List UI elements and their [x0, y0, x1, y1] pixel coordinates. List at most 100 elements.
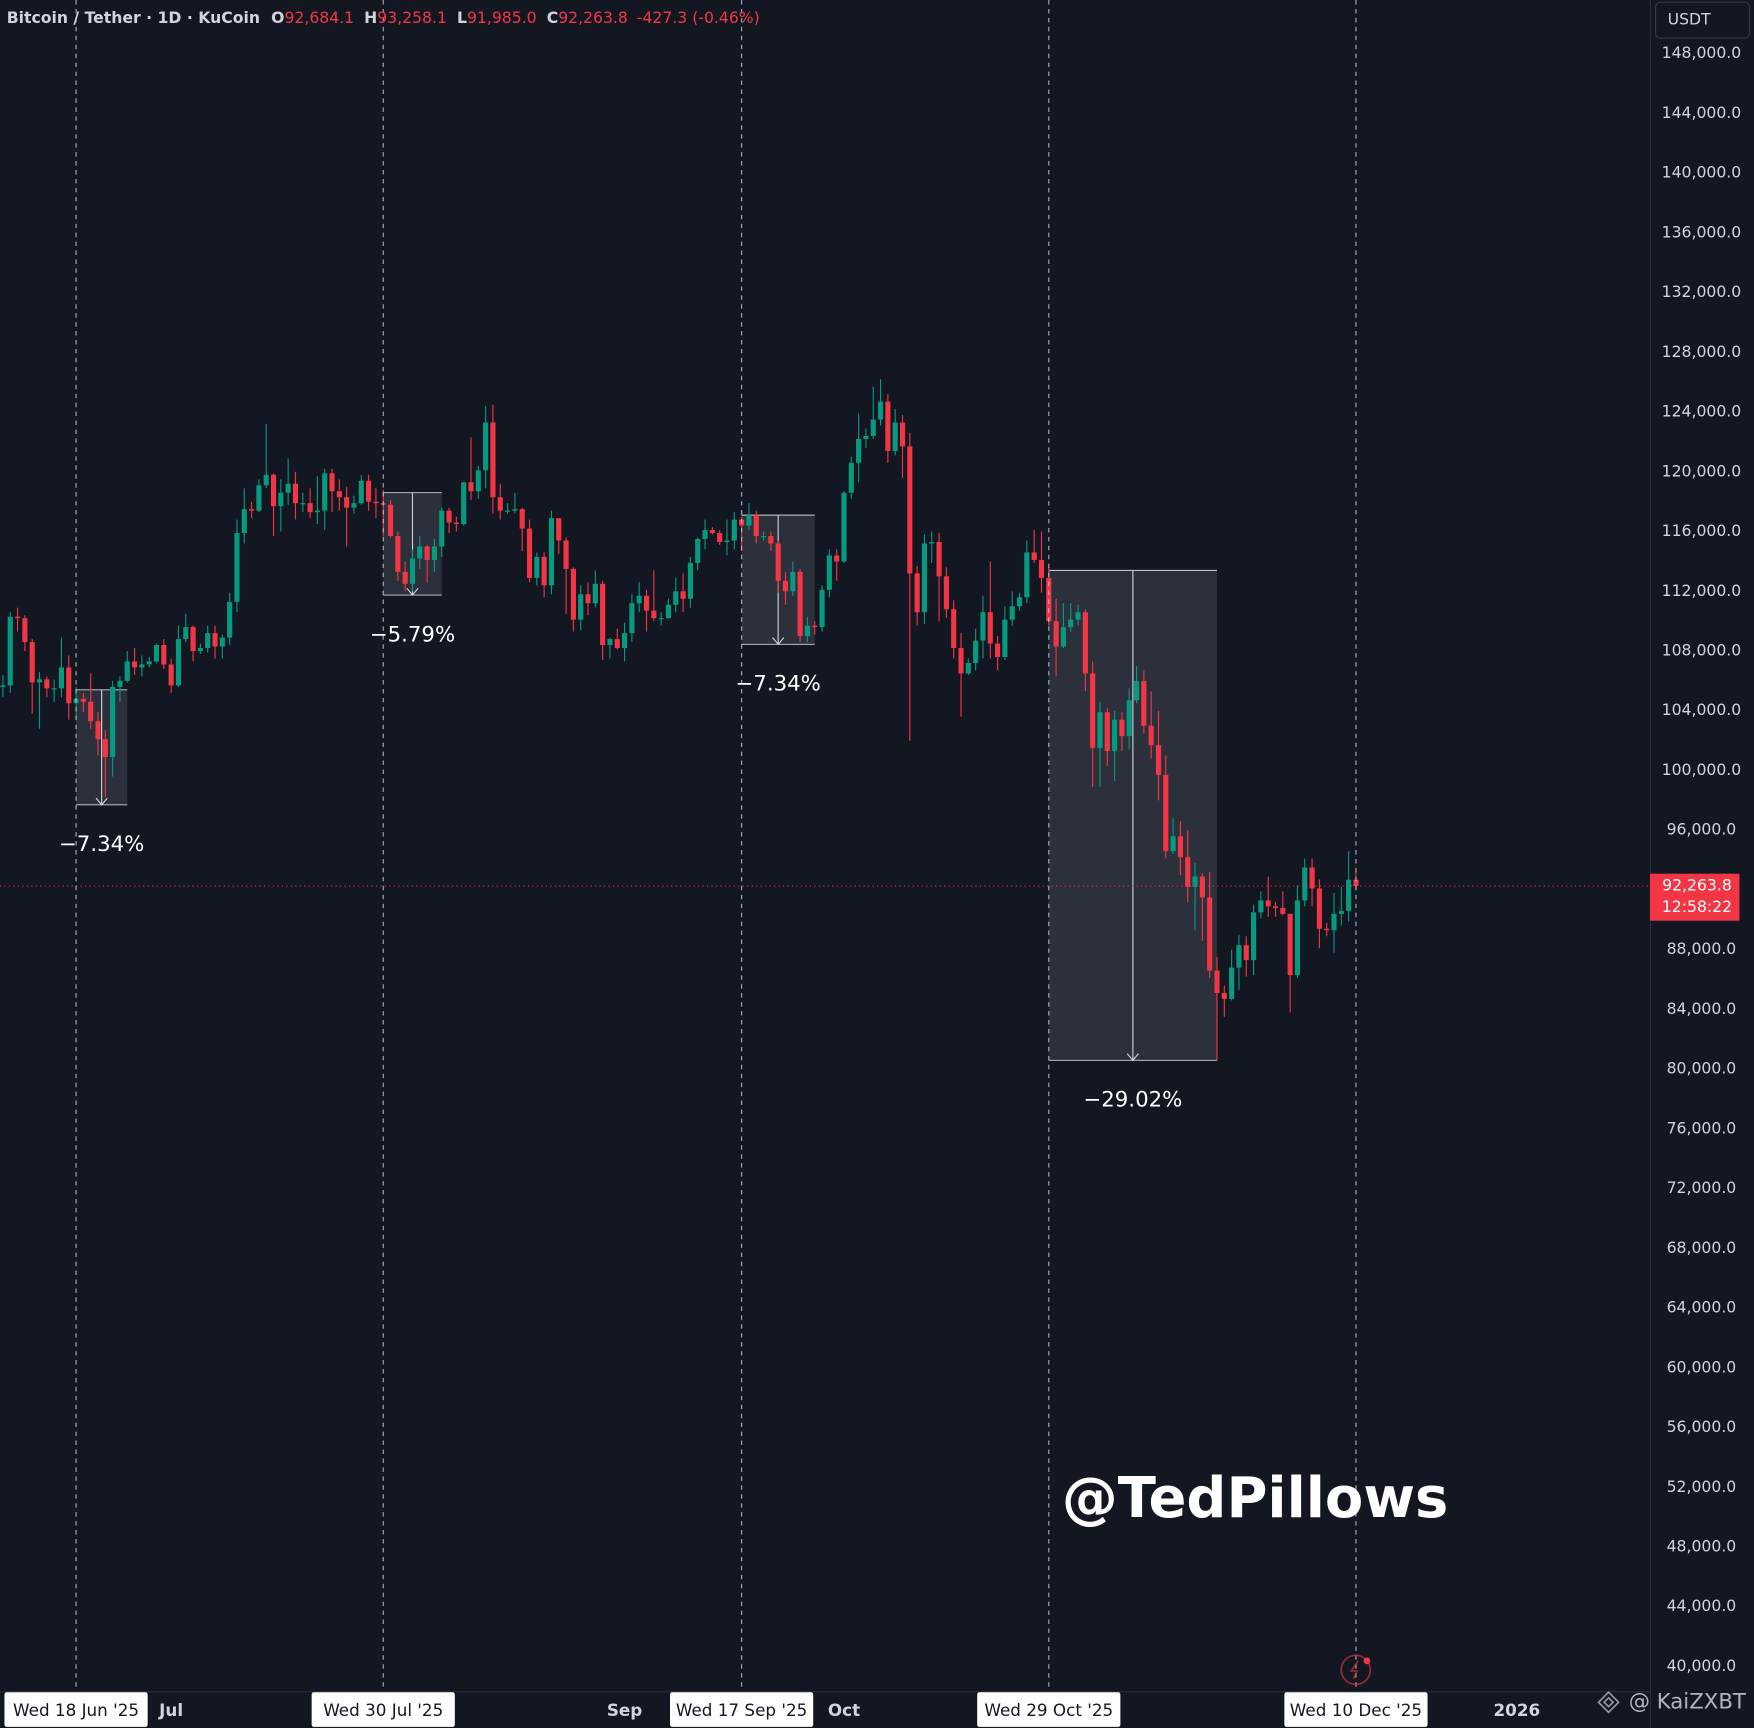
candle-body [1338, 910, 1344, 914]
y-tick-label: 140,000.0 [1662, 163, 1742, 182]
currency[interactable]: USDT [1668, 10, 1711, 29]
candle-body [790, 571, 796, 592]
candle-body [1155, 745, 1162, 775]
measure-label: −5.79% [370, 622, 455, 647]
y-tick-label: 72,000.0 [1667, 1178, 1737, 1197]
candle-body [585, 594, 591, 604]
candle-body [58, 667, 65, 689]
candle-body [614, 639, 620, 649]
ohlc-key: L [457, 7, 467, 26]
candle-body [475, 470, 481, 492]
candle-body [768, 536, 774, 544]
candle-body [570, 568, 576, 620]
candle-body [212, 633, 218, 647]
y-tick-label: 124,000.0 [1662, 402, 1742, 421]
candle-body [263, 474, 269, 486]
candle-body [1272, 906, 1279, 908]
candle-body [351, 503, 357, 508]
candle-body [643, 595, 650, 611]
candle-body [66, 667, 72, 704]
candle-body [1221, 992, 1227, 999]
candle-body [863, 435, 869, 439]
candle-body [1002, 619, 1008, 657]
candle-body [1163, 774, 1169, 852]
candle-body [417, 546, 423, 559]
candle-body [80, 698, 86, 702]
candle-body [856, 438, 862, 463]
marker-label: Wed 17 Sep '25 [676, 1700, 807, 1720]
candle-body [519, 509, 525, 529]
candle-body [29, 642, 35, 683]
y-tick-label: 136,000.0 [1662, 222, 1742, 241]
candle-body [1119, 719, 1125, 737]
candle-body [22, 618, 28, 643]
candle-body [1236, 945, 1242, 968]
candle-body [556, 518, 562, 541]
candle-body [797, 571, 803, 637]
candle-body [95, 721, 101, 740]
y-tick-label: 44,000.0 [1667, 1596, 1737, 1615]
measure-label: −7.34% [59, 832, 144, 857]
candle-body [1214, 970, 1220, 993]
candle-body [490, 422, 496, 498]
candle-body [1287, 913, 1293, 976]
alert-icon[interactable] [1340, 1654, 1372, 1686]
credit: @ KaiZXBT [1629, 1689, 1747, 1714]
measure-arrowhead [406, 587, 419, 596]
candle-body [1185, 857, 1191, 887]
candle-body [629, 603, 635, 634]
candle-body [1133, 680, 1140, 701]
overlay: −7.34% −5.79% −7.34% −29.02% [0, 0, 1650, 1692]
candle-body [636, 595, 642, 604]
candle-body [395, 536, 401, 572]
candle-body [358, 480, 364, 504]
candle-body [987, 612, 993, 644]
candle-body [760, 536, 767, 538]
candle-body [695, 539, 701, 563]
candle-body [131, 661, 138, 668]
candle-body [124, 661, 130, 681]
candle-body [753, 515, 759, 537]
marker-label-box [311, 1692, 455, 1727]
y-tick-label: 64,000.0 [1667, 1298, 1737, 1317]
candle-body [1331, 913, 1337, 931]
candle-body [680, 591, 686, 599]
candle-body [1016, 597, 1023, 607]
y-tick-label: 88,000.0 [1667, 939, 1737, 958]
y-tick-label: 76,000.0 [1667, 1118, 1737, 1137]
candle-body [804, 625, 811, 637]
candle-body [292, 483, 299, 504]
currency-box[interactable] [1655, 1, 1751, 39]
candle-body [1258, 900, 1264, 913]
change: -427.3 (-0.46%) [637, 7, 760, 26]
candle-body [1097, 712, 1103, 749]
candle-body [834, 555, 840, 562]
candle-body [1024, 552, 1030, 598]
candle-body [387, 504, 394, 537]
candle-body [936, 542, 942, 577]
y-tick-label: 68,000.0 [1667, 1238, 1737, 1257]
candle-body [1207, 897, 1213, 971]
candle-body [1104, 712, 1110, 752]
candle-body [578, 594, 584, 620]
candle-body [234, 533, 240, 602]
candle-body [812, 625, 818, 628]
y-tick-label: 84,000.0 [1667, 999, 1737, 1018]
candle-body [1250, 912, 1257, 961]
candle-body [139, 664, 145, 668]
candle-body [965, 662, 971, 674]
candle-body [687, 562, 693, 599]
candle-body [973, 640, 979, 663]
x-tick-label: Oct [828, 1700, 860, 1720]
candle-body [1075, 612, 1081, 620]
ohlc-key: O [271, 7, 284, 26]
candle-body [1265, 900, 1271, 907]
measure-label: −7.34% [736, 672, 821, 697]
candle-body [153, 645, 160, 662]
candle-body [665, 604, 672, 619]
y-tick-label: 116,000.0 [1662, 521, 1742, 540]
candle-body [534, 556, 540, 578]
candle-body [870, 419, 876, 436]
